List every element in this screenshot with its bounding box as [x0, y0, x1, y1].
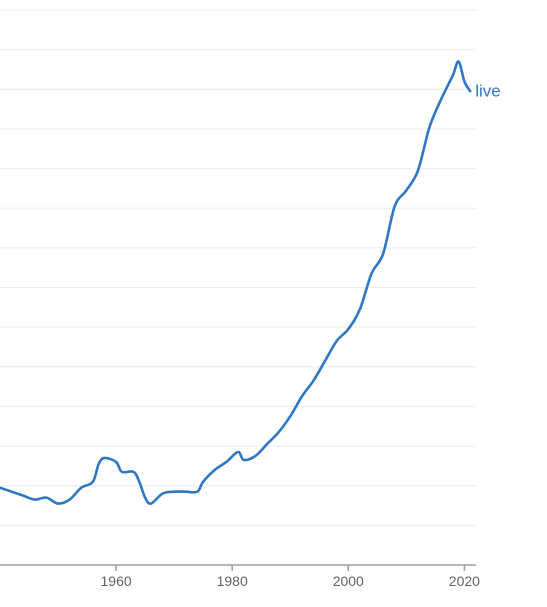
x-tick-label: 2020 — [449, 573, 480, 589]
series-line-live — [0, 60, 472, 505]
x-tick-label: 2000 — [333, 573, 364, 589]
x-axis-ticks: 1960 1980 2000 2020 — [101, 565, 480, 589]
x-tick-label: 1960 — [101, 573, 132, 589]
gridlines — [0, 9, 476, 526]
series-label: live — [475, 81, 501, 100]
x-tick-label: 1980 — [217, 573, 248, 589]
series-group: live — [0, 60, 501, 505]
